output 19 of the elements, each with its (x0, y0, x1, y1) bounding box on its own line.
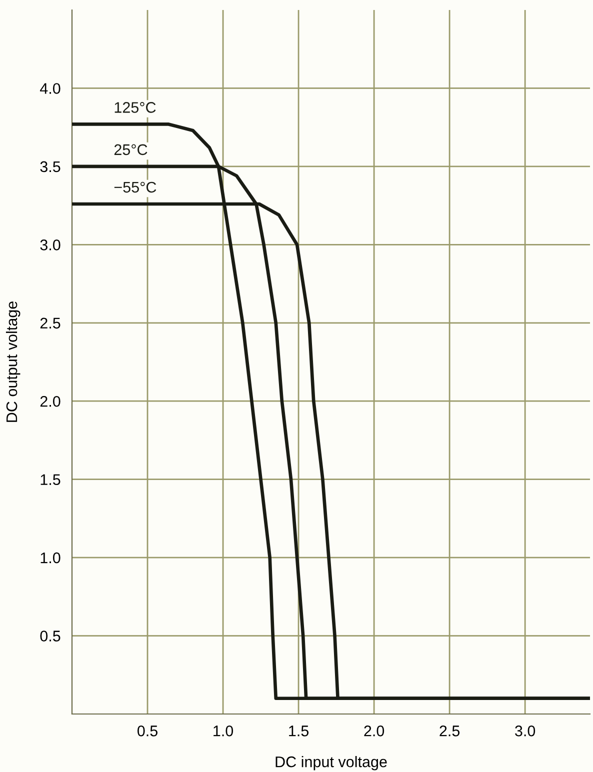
series-label: 25°C (114, 144, 148, 156)
y-axis-title: DC output voltage (6, 302, 20, 422)
y-tick-label: 4.0 (40, 83, 60, 94)
series-label: −55°C (114, 182, 156, 193)
y-tick-label: 1.5 (40, 474, 60, 486)
x-axis-title: DC input voltage (276, 756, 387, 770)
x-tick-label: 2.0 (364, 726, 384, 736)
x-tick-label: 1.0 (214, 726, 234, 736)
x-tick-label: 2.5 (440, 726, 460, 736)
x-tick-label: 3.0 (515, 726, 536, 736)
x-tick-label: 0.5 (137, 726, 158, 736)
y-tick-label: 2.5 (40, 318, 60, 329)
series-label: 125°C (114, 102, 156, 113)
x-tick-label: 1.5 (289, 726, 309, 736)
y-tick-label: 0.5 (40, 630, 60, 642)
y-tick-label: 3.5 (40, 161, 60, 172)
y-tick-label: 3.0 (40, 240, 60, 250)
y-tick-label: 2.0 (40, 396, 60, 407)
y-tick-label: 1.0 (40, 552, 60, 564)
